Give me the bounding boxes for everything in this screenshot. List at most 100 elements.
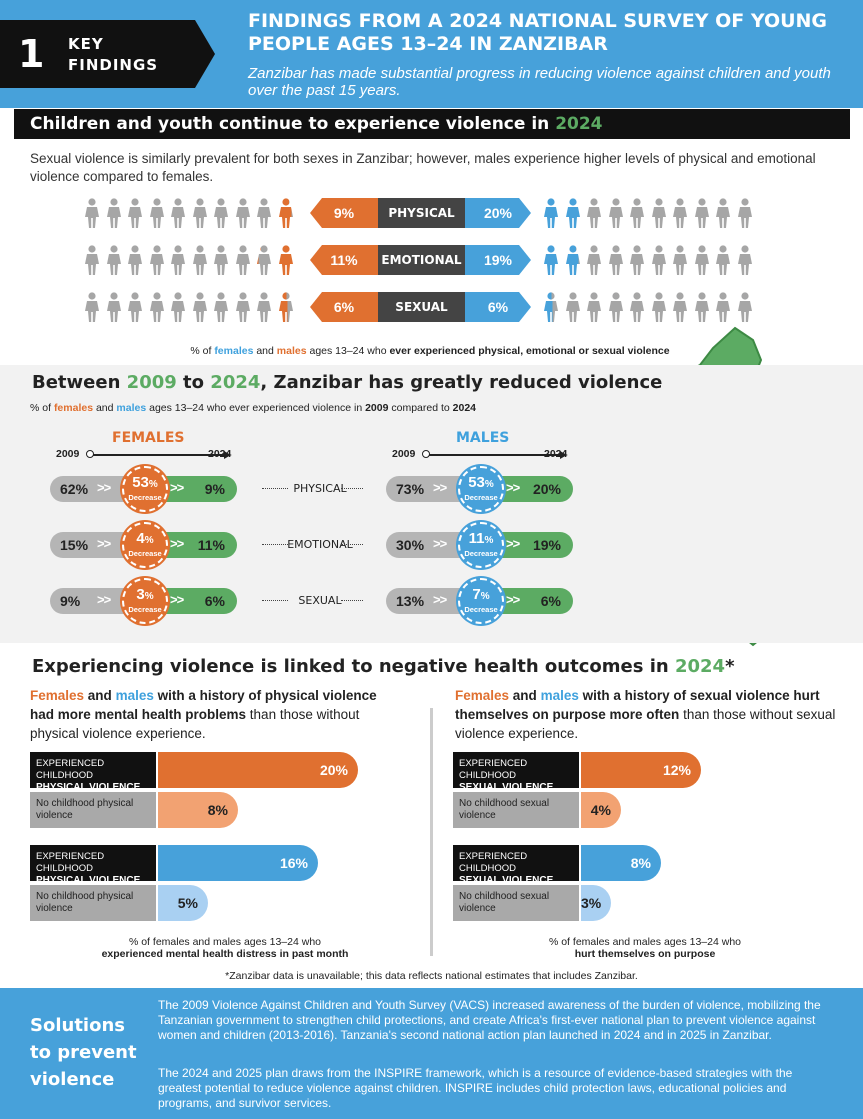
bar-label-line1: No childhood sexual xyxy=(459,891,550,902)
male-person-icon xyxy=(716,198,730,228)
decrease-value: 53 xyxy=(468,474,485,491)
decrease-badge: 7% Decrease xyxy=(458,578,504,624)
male-person-icon xyxy=(716,245,730,275)
male-person-icon xyxy=(544,198,558,228)
bar-label-line2: violence xyxy=(459,903,496,914)
violence-type-label: SEXUAL xyxy=(378,292,465,322)
chevron-right-icon: >> xyxy=(97,536,111,551)
percent-sign: % xyxy=(148,479,158,490)
female-person-icon xyxy=(128,245,142,275)
panel-divider xyxy=(430,708,433,956)
decrease-percent: 7% xyxy=(460,586,502,606)
male-person-icon xyxy=(544,292,558,322)
dotted-connector xyxy=(262,600,288,601)
bar-label: EXPERIENCED CHILDHOOD SEXUAL VIOLENCE xyxy=(453,845,579,886)
female-person-icon xyxy=(235,198,250,228)
decrease-percent: 4% xyxy=(124,530,166,550)
chevron-right-icon: >> xyxy=(170,480,184,495)
chevron-right-icon: >> xyxy=(506,592,520,607)
decrease-value: 4 xyxy=(136,530,145,547)
male-person-icon xyxy=(587,245,601,275)
decrease-label: Decrease xyxy=(464,605,498,614)
female-person-icon xyxy=(214,245,228,275)
male-person-icon xyxy=(694,198,709,228)
section1-heading: Children and youth continue to experienc… xyxy=(14,109,850,139)
right-panel-description: Females and males with a history of sexu… xyxy=(455,688,836,741)
male-person-icon xyxy=(565,198,580,228)
bar-label: No childhood physical violence xyxy=(30,792,156,828)
male-person-icon xyxy=(630,245,644,275)
female-person-icon xyxy=(171,292,185,322)
bar-label-line2: SEXUAL VIOLENCE xyxy=(459,875,554,886)
female-person-icon xyxy=(171,198,185,228)
female-person-icon xyxy=(192,198,207,228)
prevalence-caption: % of females and males ages 13–24 who ev… xyxy=(190,345,670,357)
section-badge: 1 KEY FINDINGS xyxy=(0,20,215,88)
solutions-paragraph-1: The 2009 Violence Against Children and Y… xyxy=(158,998,821,1042)
chevron-right-icon: >> xyxy=(506,480,520,495)
male-person-icon xyxy=(737,245,752,275)
dotted-connector xyxy=(341,600,363,601)
bar-value: 5% xyxy=(158,885,208,921)
chevron-right-icon: >> xyxy=(433,480,447,495)
male-person-icon xyxy=(565,292,580,322)
decrease-label: Decrease xyxy=(128,493,162,502)
chevron-right-icon: >> xyxy=(170,592,184,607)
bar-label-line1: EXPERIENCED CHILDHOOD xyxy=(459,851,528,874)
decrease-badge: 11% Decrease xyxy=(458,522,504,568)
decrease-value: 11 xyxy=(468,530,485,547)
page-title: FINDINGS FROM A 2024 NATIONAL SURVEY OF … xyxy=(248,10,828,55)
bar-label-line2: violence xyxy=(36,810,73,821)
bar-value: 4% xyxy=(581,792,621,828)
female-person-icon xyxy=(149,198,164,228)
male-person-icon xyxy=(737,292,752,322)
solutions-title: Solutions to prevent violence xyxy=(30,1015,137,1090)
males-label: MALES xyxy=(456,430,510,446)
bar-label-line1: No childhood sexual xyxy=(459,798,550,809)
male-person-icon xyxy=(608,245,623,275)
bar-label-line1: EXPERIENCED CHILDHOOD xyxy=(36,851,105,874)
male-person-icon xyxy=(673,292,687,322)
male-person-icon xyxy=(544,245,558,275)
section-number: 1 xyxy=(18,32,45,76)
bar-value: 8% xyxy=(581,845,661,881)
female-person-icon xyxy=(278,292,293,322)
female-person-icon xyxy=(106,245,121,275)
bar-label-line2: PHYSICAL VIOLENCE xyxy=(36,875,141,886)
solutions-paragraph-2: The 2024 and 2025 plan draws from the IN… xyxy=(158,1066,793,1110)
bar-label-line1: No childhood physical xyxy=(36,891,134,902)
male-person-icon xyxy=(651,292,666,322)
percent-sign: % xyxy=(144,535,154,546)
timeline-arrow-line xyxy=(424,454,564,456)
male-person-icon xyxy=(673,198,687,228)
timeline-end-year: 2024 xyxy=(208,448,232,460)
male-prevalence-value: 19% xyxy=(465,245,531,275)
female-person-icon xyxy=(192,292,207,322)
decrease-badge: 53% Decrease xyxy=(458,466,504,512)
female-person-icon xyxy=(85,198,99,228)
decrease-percent: 11% xyxy=(460,530,502,550)
bar-label-line2: violence xyxy=(36,903,73,914)
timeline-start-dot xyxy=(422,450,430,458)
page-subtitle: Zanzibar has made substantial progress i… xyxy=(248,65,831,99)
decrease-value: 7 xyxy=(472,586,481,603)
female-person-icon xyxy=(128,198,142,228)
female-prevalence-value: 6% xyxy=(310,292,378,322)
male-person-icon xyxy=(587,292,601,322)
male-person-icon xyxy=(630,198,644,228)
decrease-percent: 53% xyxy=(460,474,502,494)
footnote: *Zanzibar data is unavailable; this data… xyxy=(225,970,638,982)
timeline-arrowhead-icon xyxy=(224,451,231,459)
timeline-arrowhead-icon xyxy=(560,451,567,459)
female-person-icon xyxy=(235,245,250,275)
bar-value: 20% xyxy=(158,752,358,788)
female-person-icon xyxy=(257,198,271,228)
male-person-icon xyxy=(651,198,666,228)
decrease-badge: 3% Decrease xyxy=(122,578,168,624)
timeline-start-year: 2009 xyxy=(392,448,416,460)
timeline-start-dot xyxy=(86,450,94,458)
chevron-right-icon: >> xyxy=(170,536,184,551)
male-person-icon xyxy=(587,198,601,228)
decrease-label: Decrease xyxy=(128,549,162,558)
chevron-right-icon: >> xyxy=(97,592,111,607)
